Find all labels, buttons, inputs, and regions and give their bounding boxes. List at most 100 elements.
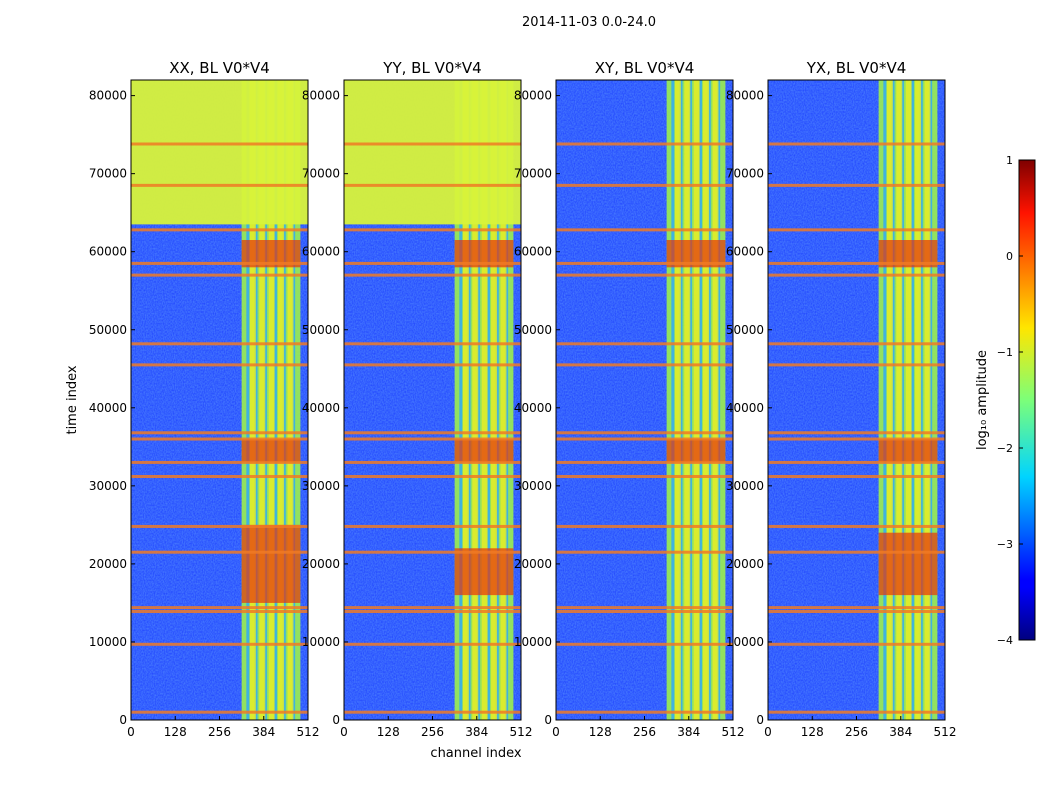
heatmap-rfi-line <box>344 142 521 146</box>
heatmap-channel-gap <box>883 80 887 720</box>
heatmap-rfi-line <box>131 142 308 146</box>
heatmap-rfi-line <box>131 273 308 277</box>
heatmap-rfi-line <box>768 431 945 435</box>
heatmap-channel-gap <box>273 80 277 720</box>
heatmap-rfi-line <box>344 273 521 277</box>
y-tick-label: 40000 <box>514 401 552 415</box>
heatmap-rfi-line <box>131 363 308 367</box>
panel-title: YY, BL V0*V4 <box>382 59 481 77</box>
colorbar-tick-label: 1 <box>1006 154 1013 167</box>
x-tick-label: 128 <box>377 725 400 739</box>
heatmap-rfi-line <box>768 606 945 610</box>
heatmap-channel-gap <box>467 80 471 720</box>
y-tick-label: 70000 <box>726 167 764 181</box>
x-tick-label: 0 <box>340 725 348 739</box>
colorbar: 1 0 −1 −2 −3 −4 log₁₀ amplitude <box>975 154 1036 647</box>
heatmap-rfi-line <box>556 642 733 646</box>
heatmap-channel-stripe <box>491 80 498 720</box>
heatmap-rfi-line <box>768 610 945 614</box>
y-tick-label: 80000 <box>302 89 340 103</box>
heatmap-rfi-line <box>768 228 945 232</box>
y-tick-label: 10000 <box>89 635 127 649</box>
heatmap-hot-spot <box>241 524 301 603</box>
y-tick-label: 80000 <box>89 89 127 103</box>
heatmap-channel-stripe <box>268 80 275 720</box>
heatmap-hot-spot <box>454 439 514 463</box>
y-tick-label: 10000 <box>514 635 552 649</box>
heatmap-rfi-line <box>344 642 521 646</box>
heatmap-rfi-line <box>131 606 308 610</box>
x-tick-label: 256 <box>633 725 656 739</box>
heatmap-rfi-line <box>344 228 521 232</box>
panel-4: YX, BL V0*V4 0 128 256 384 512 0 10000 20000 3000… <box>726 59 957 739</box>
heatmap-channel-gap <box>707 80 711 720</box>
heatmap-rfi-line <box>556 460 733 464</box>
panels: XX, BL V0*V4 0 128 256 384 512 0 10000 20000 3000… <box>89 59 957 739</box>
heatmap-rfi-line <box>556 524 733 528</box>
heatmap-hot-spot <box>878 532 938 596</box>
figure-suptitle: 2014-11-03 0.0-24.0 <box>522 15 656 30</box>
heatmap-rfi-line <box>131 342 308 346</box>
y-tick-label: 0 <box>332 713 340 727</box>
heatmap-rfi-line <box>344 342 521 346</box>
heatmap-rfi-line <box>556 431 733 435</box>
heatmap-rfi-line <box>131 228 308 232</box>
heatmap-channel-stripe <box>259 80 266 720</box>
colorbar-tick-label: −4 <box>997 634 1013 647</box>
heatmap-rfi-line <box>556 606 733 610</box>
heatmap-hot-spot <box>666 439 726 463</box>
heatmap-rfi-line <box>131 642 308 646</box>
heatmap-rfi-line <box>344 261 521 265</box>
x-tick-label: 512 <box>297 725 320 739</box>
heatmap-channel-stripe <box>915 80 922 720</box>
panel-title: XY, BL V0*V4 <box>595 59 695 77</box>
heatmap-rfi-line <box>344 474 521 478</box>
heatmap-channel-gap <box>459 80 463 720</box>
heatmap-channel-gap <box>476 80 480 720</box>
x-tick-label: 0 <box>552 725 560 739</box>
heatmap-rfi-line <box>768 342 945 346</box>
y-tick-label: 60000 <box>726 245 764 259</box>
y-tick-label: 30000 <box>726 479 764 493</box>
heatmap-rfi-line <box>131 183 308 187</box>
heatmap-rfi-line <box>131 460 308 464</box>
heatmap-channel-gap <box>254 80 258 720</box>
heatmap-channel-stripe <box>472 80 479 720</box>
heatmap-rfi-line <box>768 642 945 646</box>
y-tick-label: 70000 <box>302 167 340 181</box>
x-tick-label: 384 <box>252 725 275 739</box>
y-tick-label: 50000 <box>514 323 552 337</box>
heatmap-rfi-line <box>556 183 733 187</box>
heatmap-rfi-line <box>344 550 521 554</box>
heatmap-rfi-line <box>344 460 521 464</box>
colorbar-tick-label: −2 <box>997 442 1013 455</box>
heatmap-rfi-line <box>344 610 521 614</box>
heatmap-channel-gap <box>919 80 923 720</box>
y-tick-label: 0 <box>756 713 764 727</box>
heatmap-rfi-line <box>556 550 733 554</box>
x-tick-label: 384 <box>465 725 488 739</box>
y-tick-label: 0 <box>119 713 127 727</box>
heatmap-channel-stripe <box>684 80 691 720</box>
x-tick-label: 128 <box>801 725 824 739</box>
heatmap-rfi-line <box>344 431 521 435</box>
heatmap-channel-stripe <box>249 80 256 720</box>
x-tick-label: 256 <box>208 725 231 739</box>
heatmap-channel-stripe <box>674 80 681 720</box>
heatmap-rfi-line <box>344 437 521 441</box>
heatmap-rfi-line <box>131 437 308 441</box>
heatmap-rfi-line <box>131 431 308 435</box>
heatmap-rfi-line <box>768 524 945 528</box>
colorbar-tick-label: −1 <box>997 346 1013 359</box>
y-tick-label: 10000 <box>302 635 340 649</box>
heatmap-rfi-line <box>344 710 521 714</box>
heatmap-rfi-line <box>131 474 308 478</box>
y-tick-label: 20000 <box>726 557 764 571</box>
colorbar-tick-label: −3 <box>997 538 1013 551</box>
heatmap-channel-stripe <box>924 80 931 720</box>
heatmap-channel-gap <box>282 80 286 720</box>
x-tick-label: 128 <box>589 725 612 739</box>
y-tick-label: 40000 <box>726 401 764 415</box>
y-tick-label: 70000 <box>514 167 552 181</box>
